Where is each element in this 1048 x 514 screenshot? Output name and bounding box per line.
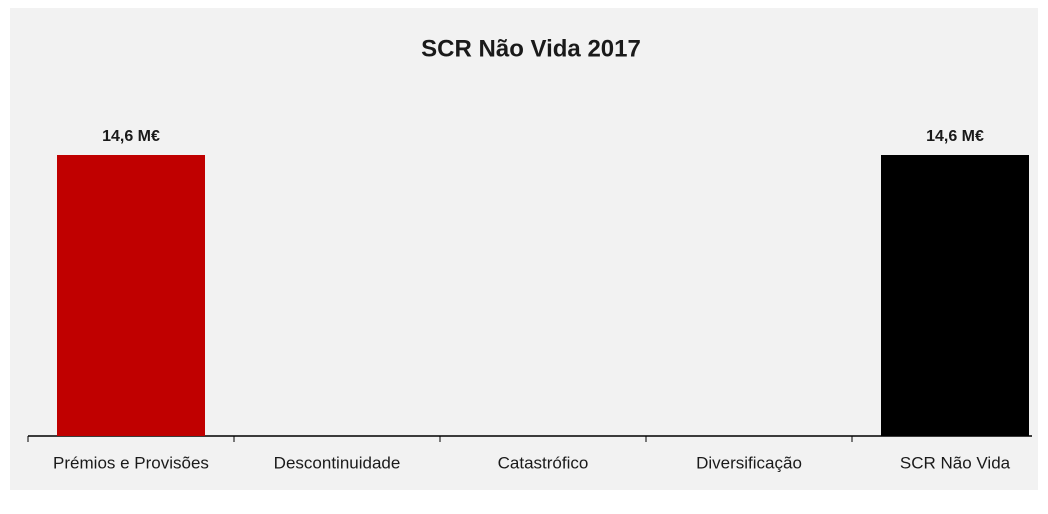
- x-tick-label: SCR Não Vida: [900, 453, 1011, 472]
- x-tick-label: Catastrófico: [498, 453, 589, 472]
- value-label: 14,6 M€: [102, 128, 160, 145]
- bar: [881, 155, 1029, 436]
- chart-title: SCR Não Vida 2017: [421, 35, 641, 62]
- x-tick-label: Descontinuidade: [274, 453, 401, 472]
- value-label: 14,6 M€: [926, 128, 984, 145]
- x-tick-label: Prémios e Provisões: [53, 453, 209, 472]
- bar: [57, 155, 205, 436]
- x-tick-label: Diversificação: [696, 453, 802, 472]
